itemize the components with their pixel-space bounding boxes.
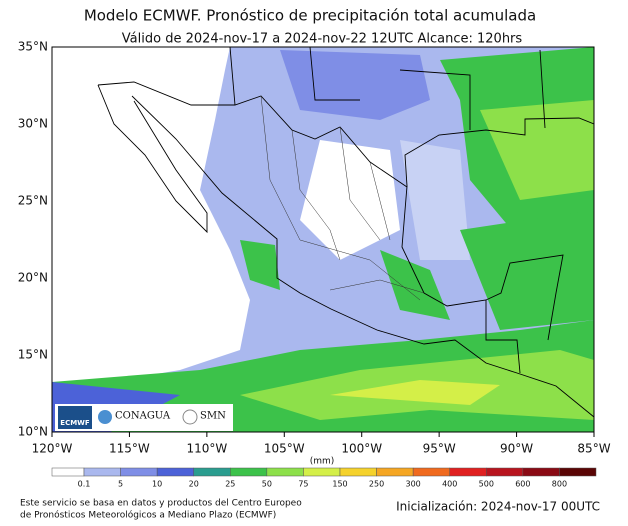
colorbar-box xyxy=(120,467,158,477)
lon-label: 120°W xyxy=(32,442,73,456)
colorbar-label: 150 xyxy=(332,480,347,489)
colorbar-label: 5 xyxy=(118,480,123,489)
colorbar-box xyxy=(83,467,121,477)
lat-label: 35°N xyxy=(18,40,48,54)
colorbar-label: 500 xyxy=(479,480,494,489)
colorbar-label: 20 xyxy=(189,480,199,489)
lon-label: 115°W xyxy=(109,442,150,456)
lat-label: 10°N xyxy=(18,425,48,439)
colorbar-box xyxy=(156,467,194,477)
logos: ECMWF CONAGUA SMN xyxy=(55,404,233,431)
colorbar-box xyxy=(412,467,450,477)
colorbar-box xyxy=(376,467,414,477)
colorbar-label: 600 xyxy=(515,480,530,489)
colorbar-label: 400 xyxy=(442,480,457,489)
title: Modelo ECMWF. Pronóstico de precipitació… xyxy=(84,7,536,25)
lon-label: 105°W xyxy=(264,442,305,456)
lat-label: 15°N xyxy=(18,348,48,362)
colorbar-box xyxy=(230,467,268,477)
lon-label: 110°W xyxy=(186,442,227,456)
footer-left: de Pronósticos Meteorológicos a Mediano … xyxy=(20,510,276,521)
colorbar-label: 300 xyxy=(406,480,421,489)
colorbar-unit: (mm) xyxy=(310,457,335,467)
lat-label: 25°N xyxy=(18,194,48,208)
colorbar-label: 800 xyxy=(552,480,567,489)
colorbar-box xyxy=(51,467,85,477)
colorbar-box xyxy=(266,467,304,477)
colorbar-box xyxy=(303,467,341,477)
lon-label: 100°W xyxy=(341,442,382,456)
lon-label: 95°W xyxy=(423,442,456,456)
lat-label: 20°N xyxy=(18,271,48,285)
colorbar-label: 25 xyxy=(225,480,235,489)
conagua-logo: CONAGUA xyxy=(115,411,171,422)
colorbar-label: 10 xyxy=(152,480,162,489)
colorbar-label: 250 xyxy=(369,480,384,489)
colorbar-box xyxy=(522,467,560,477)
colorbar-box xyxy=(449,467,487,477)
colorbar-box xyxy=(193,467,231,477)
footer-right: Inicialización: 2024-nov-17 00UTC xyxy=(396,500,600,514)
smn-logo: SMN xyxy=(200,411,226,422)
colorbar-box xyxy=(559,467,597,477)
map xyxy=(51,46,595,433)
lon-label: 85°W xyxy=(577,442,610,456)
lon-label: 90°W xyxy=(500,442,533,456)
colorbar-label: 50 xyxy=(262,480,272,489)
lat-label: 30°N xyxy=(18,117,48,131)
colorbar-label: 75 xyxy=(298,480,308,489)
footer-left: Este servicio se basa en datos y product… xyxy=(20,499,302,509)
colorbar-box xyxy=(339,467,377,477)
subtitle: Válido de 2024-nov-17 a 2024-nov-22 12UT… xyxy=(122,32,523,47)
colorbar-label: 0.1 xyxy=(78,480,91,489)
ecmwf-logo: ECMWF xyxy=(60,419,90,427)
colorbar-box xyxy=(486,467,524,477)
